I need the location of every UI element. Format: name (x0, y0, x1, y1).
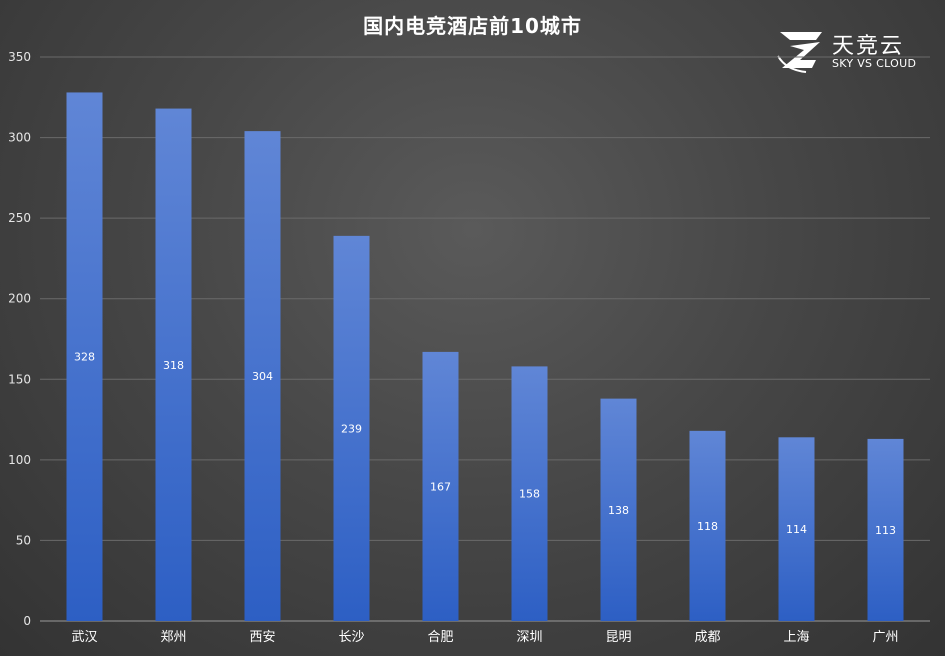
brand-logo: 天竞云 SKY VS CLOUD (776, 26, 926, 76)
data-label: 239 (341, 422, 362, 435)
data-label: 114 (786, 523, 807, 536)
data-label: 304 (252, 370, 273, 383)
y-tick-label: 100 (8, 453, 31, 467)
bar (155, 108, 192, 621)
x-tick-label: 深圳 (516, 630, 542, 645)
data-label: 158 (519, 488, 540, 501)
x-tick-label: 长沙 (338, 630, 364, 645)
y-tick-label: 0 (23, 614, 31, 628)
logo-mark-icon (777, 32, 822, 73)
chart-title: 国内电竞酒店前10城市 (363, 14, 582, 38)
y-tick-label: 350 (8, 50, 31, 64)
bar (867, 438, 904, 621)
x-tick-label: 昆明 (605, 630, 631, 645)
logo-name: 天竞云 (832, 34, 905, 59)
x-tick-label: 成都 (694, 630, 720, 645)
x-axis: 武汉 郑州 西安 长沙 合肥 深圳 昆明 成都 上海 广州 (71, 630, 898, 645)
bar (689, 430, 726, 621)
data-label: 328 (74, 351, 95, 364)
bar (600, 398, 637, 621)
bars: 328 318 304 239 167 158 138 118 114 113 (66, 92, 904, 622)
bar (66, 92, 103, 622)
x-tick-label: 上海 (783, 630, 809, 645)
data-label: 113 (875, 524, 896, 537)
y-tick-label: 200 (8, 292, 31, 306)
bar (422, 351, 459, 621)
y-tick-label: 50 (16, 533, 31, 547)
y-tick-label: 150 (8, 372, 31, 386)
bar (244, 131, 281, 621)
y-tick-label: 250 (8, 211, 31, 225)
y-tick-label: 300 (8, 131, 31, 145)
x-tick-label: 武汉 (71, 630, 97, 645)
data-label: 167 (430, 480, 451, 493)
x-tick-label: 合肥 (427, 630, 453, 645)
data-label: 118 (697, 520, 718, 533)
bar (511, 366, 548, 621)
data-label: 138 (608, 504, 629, 517)
x-tick-label: 西安 (249, 630, 275, 645)
bar (778, 437, 815, 621)
data-label: 318 (163, 359, 184, 372)
x-tick-label: 郑州 (160, 630, 186, 645)
logo-subtitle: SKY VS CLOUD (832, 57, 917, 70)
y-axis: 0 50 100 150 200 250 300 350 (8, 50, 31, 628)
bar (333, 235, 370, 621)
x-tick-label: 广州 (872, 630, 898, 645)
